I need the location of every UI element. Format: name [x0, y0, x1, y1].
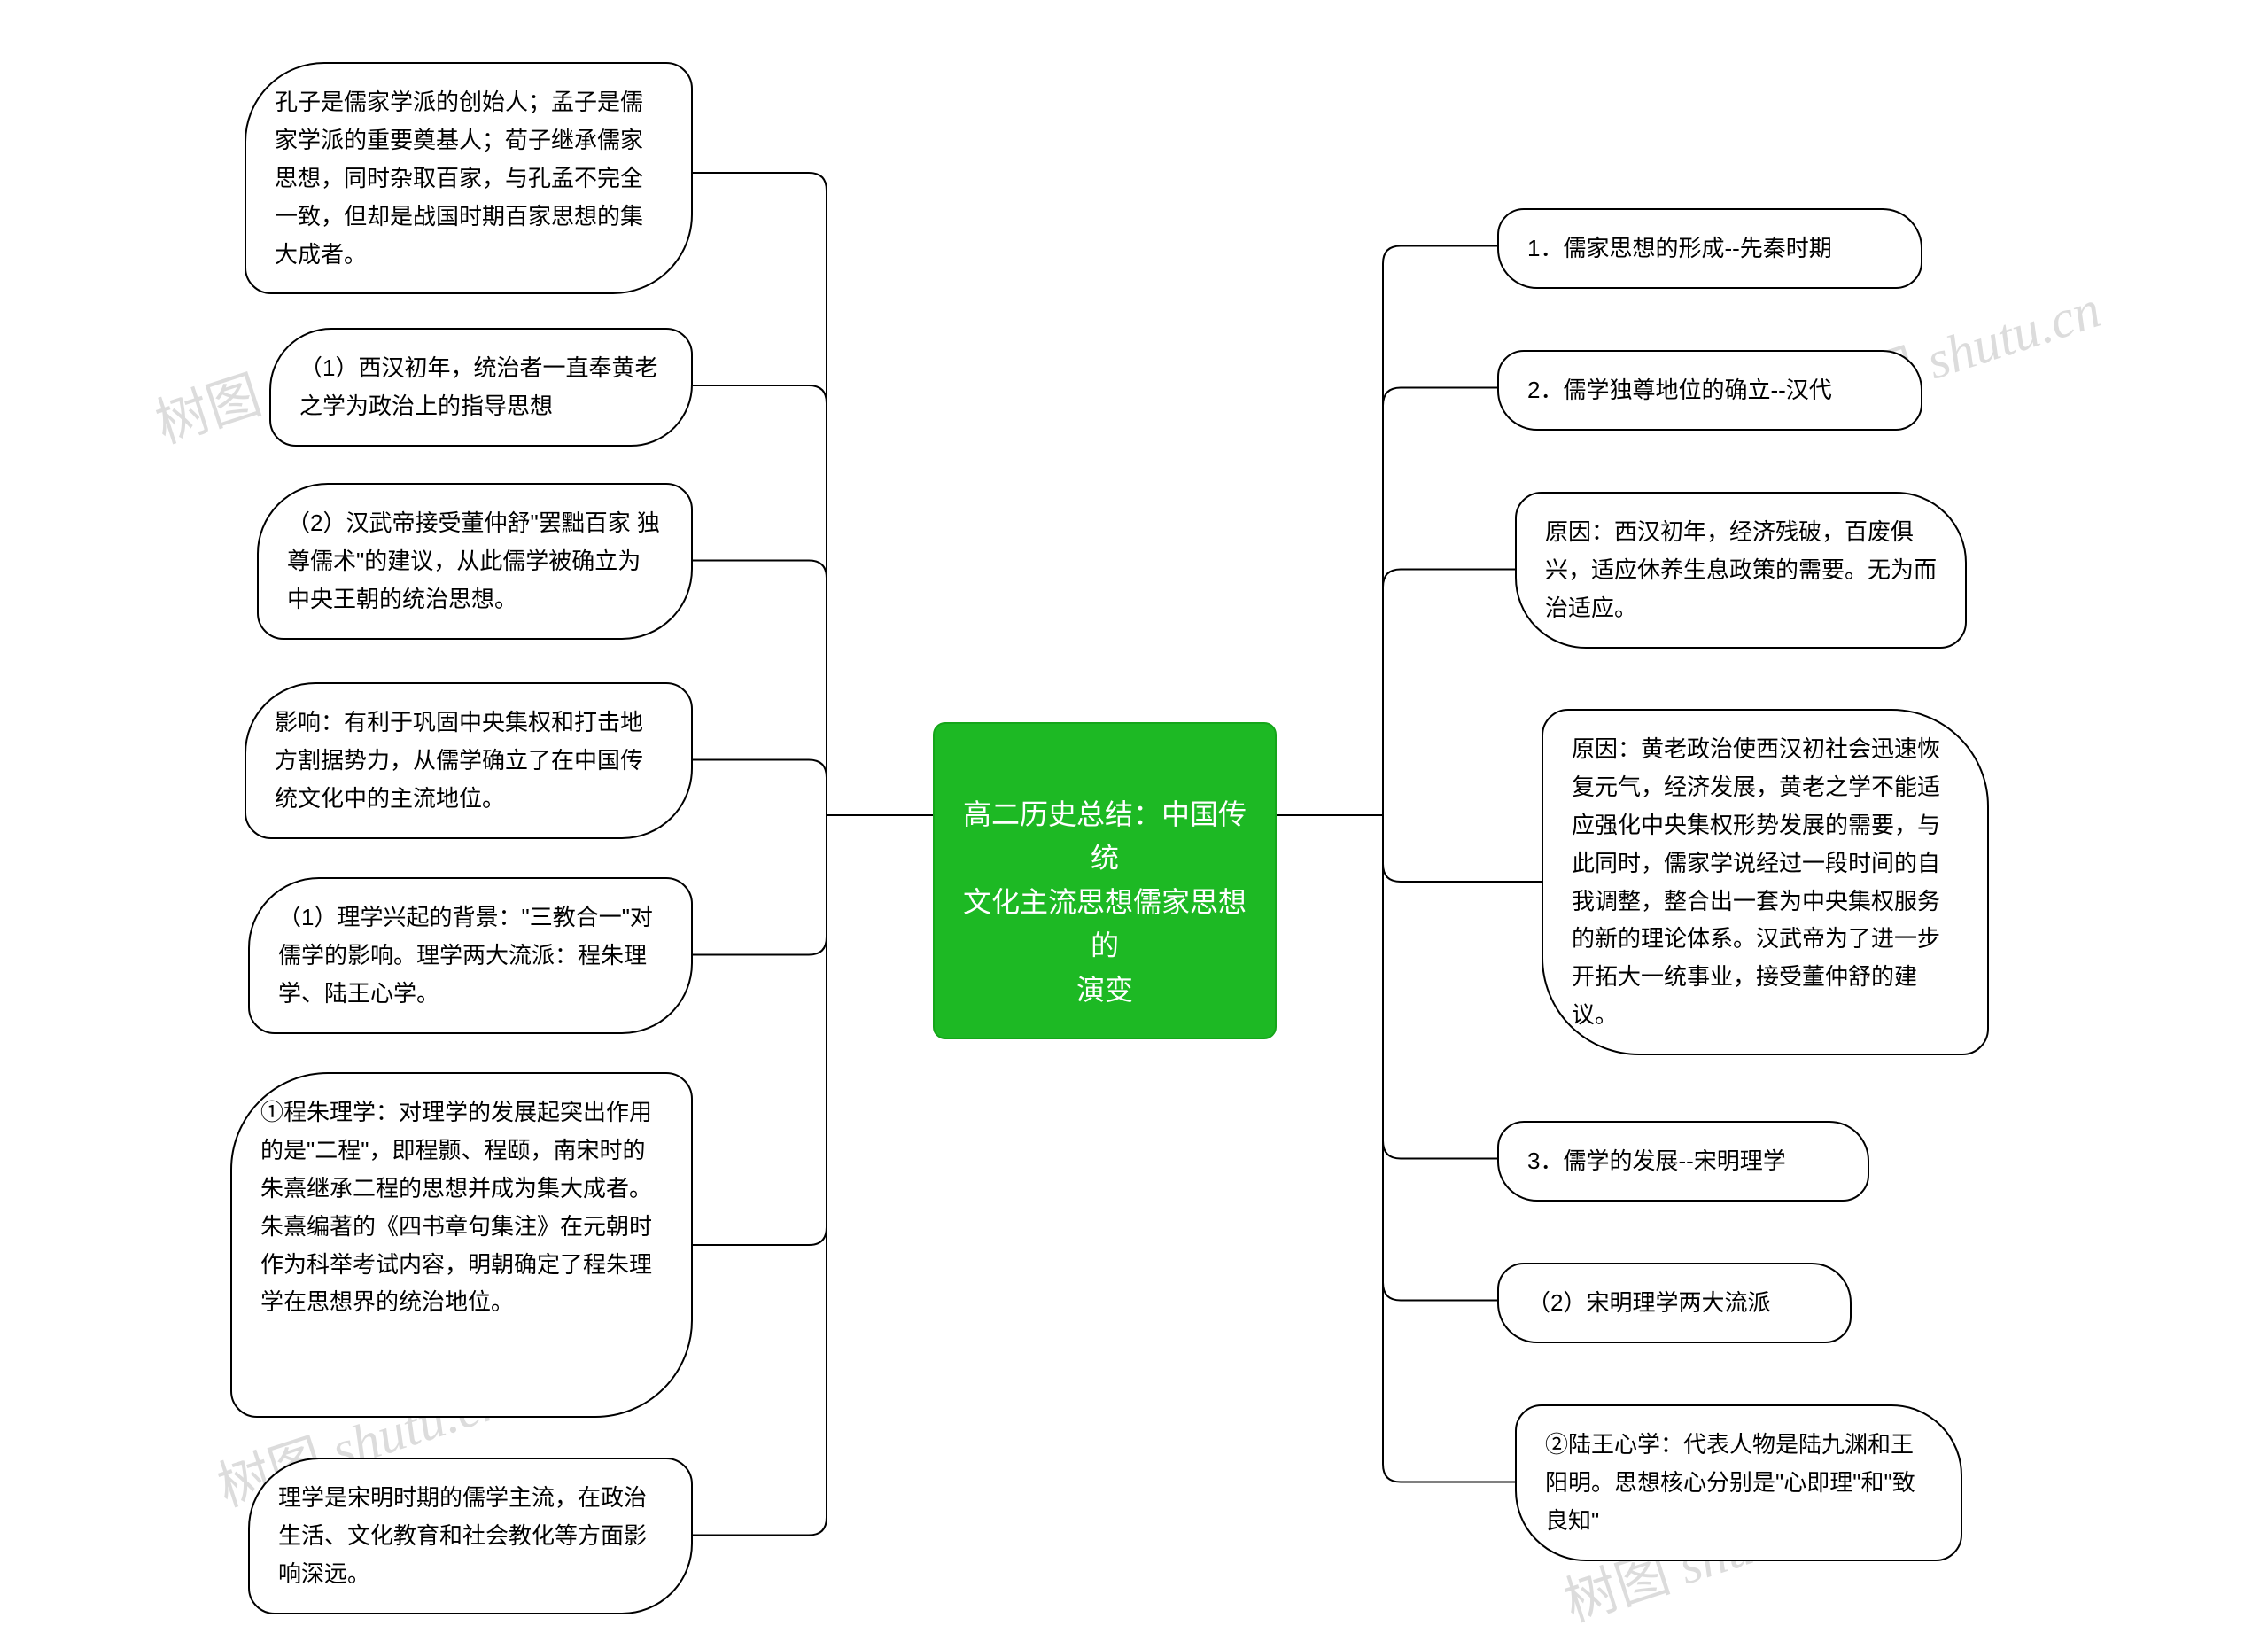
connector [693, 173, 827, 815]
left-node-6[interactable]: 理学是宋明时期的儒学主流，在政治生活、文化教育和社会教化等方面影响深远。 [248, 1458, 693, 1614]
left-node-4-text: （1）理学兴起的背景："三教合一"对儒学的影响。理学两大流派：程朱理学、陆王心学… [278, 904, 653, 1007]
right-node-1[interactable]: 2．儒学独尊地位的确立--汉代 [1497, 350, 1922, 431]
left-node-6-text: 理学是宋明时期的儒学主流，在政治生活、文化教育和社会教化等方面影响深远。 [278, 1484, 647, 1587]
left-node-1-text: （1）西汉初年，统治者一直奉黄老之学为政治上的指导思想 [299, 354, 657, 419]
left-node-1[interactable]: （1）西汉初年，统治者一直奉黄老之学为政治上的指导思想 [269, 328, 693, 447]
left-node-5-text: ①程朱理学：对理学的发展起突出作用的是"二程"，即程颢、程颐，南宋时的朱熹继承二… [260, 1099, 652, 1315]
left-node-0[interactable]: 孔子是儒家学派的创始人；孟子是儒家学派的重要奠基人；荀子继承儒家思想，同时杂取百… [245, 62, 693, 294]
connector [1383, 815, 1497, 1159]
connector [693, 815, 827, 1536]
connector [1383, 815, 1515, 1482]
left-node-3-text: 影响：有利于巩固中央集权和打击地方割据势力，从儒学确立了在中国传统文化中的主流地… [275, 709, 643, 812]
center-topic[interactable]: 高二历史总结：中国传统 文化主流思想儒家思想的 演变 [933, 722, 1277, 1039]
left-node-2-text: （2）汉武帝接受董仲舒"罢黜百家 独尊儒术"的建议，从此儒学被确立为中央王朝的统… [287, 509, 660, 612]
right-node-4-text: 3．儒学的发展--宋明理学 [1527, 1147, 1786, 1174]
right-node-3[interactable]: 原因：黄老政治使西汉初社会迅速恢复元气，经济发展，黄老之学不能适应强化中央集权形… [1542, 709, 1989, 1055]
connector [1383, 246, 1497, 816]
right-node-2[interactable]: 原因：西汉初年，经济残破，百废俱兴，适应休养生息政策的需要。无为而治适应。 [1515, 492, 1967, 649]
center-topic-text: 高二历史总结：中国传统 文化主流思想儒家思想的 演变 [963, 798, 1247, 1006]
right-node-0-text: 1．儒家思想的形成--先秦时期 [1527, 235, 1832, 261]
connector [693, 815, 827, 1245]
right-node-6-text: ②陆王心学：代表人物是陆九渊和王阳明。思想核心分别是"心即理"和"致良知" [1545, 1431, 1915, 1534]
right-node-6[interactable]: ②陆王心学：代表人物是陆九渊和王阳明。思想核心分别是"心即理"和"致良知" [1515, 1404, 1962, 1561]
connector [1383, 570, 1515, 816]
connector [693, 760, 827, 816]
connector [1383, 815, 1542, 882]
left-node-2[interactable]: （2）汉武帝接受董仲舒"罢黜百家 独尊儒术"的建议，从此儒学被确立为中央王朝的统… [257, 483, 693, 640]
connector [1383, 388, 1497, 816]
right-node-3-text: 原因：黄老政治使西汉初社会迅速恢复元气，经济发展，黄老之学不能适应强化中央集权形… [1572, 735, 1940, 1028]
connector [693, 815, 827, 955]
left-node-5[interactable]: ①程朱理学：对理学的发展起突出作用的是"二程"，即程颢、程颐，南宋时的朱熹继承二… [230, 1072, 693, 1418]
right-node-0[interactable]: 1．儒家思想的形成--先秦时期 [1497, 208, 1922, 289]
right-node-2-text: 原因：西汉初年，经济残破，百废俱兴，适应休养生息政策的需要。无为而治适应。 [1545, 518, 1937, 621]
right-node-4[interactable]: 3．儒学的发展--宋明理学 [1497, 1121, 1869, 1202]
connector [693, 385, 827, 815]
connector [1383, 815, 1497, 1301]
left-node-3[interactable]: 影响：有利于巩固中央集权和打击地方割据势力，从儒学确立了在中国传统文化中的主流地… [245, 682, 693, 839]
connector [693, 561, 827, 816]
right-node-5[interactable]: （2）宋明理学两大流派 [1497, 1263, 1852, 1343]
right-node-1-text: 2．儒学独尊地位的确立--汉代 [1527, 377, 1832, 403]
right-node-5-text: （2）宋明理学两大流派 [1527, 1289, 1770, 1316]
left-node-4[interactable]: （1）理学兴起的背景："三教合一"对儒学的影响。理学两大流派：程朱理学、陆王心学… [248, 877, 693, 1034]
left-node-0-text: 孔子是儒家学派的创始人；孟子是儒家学派的重要奠基人；荀子继承儒家思想，同时杂取百… [275, 89, 643, 268]
